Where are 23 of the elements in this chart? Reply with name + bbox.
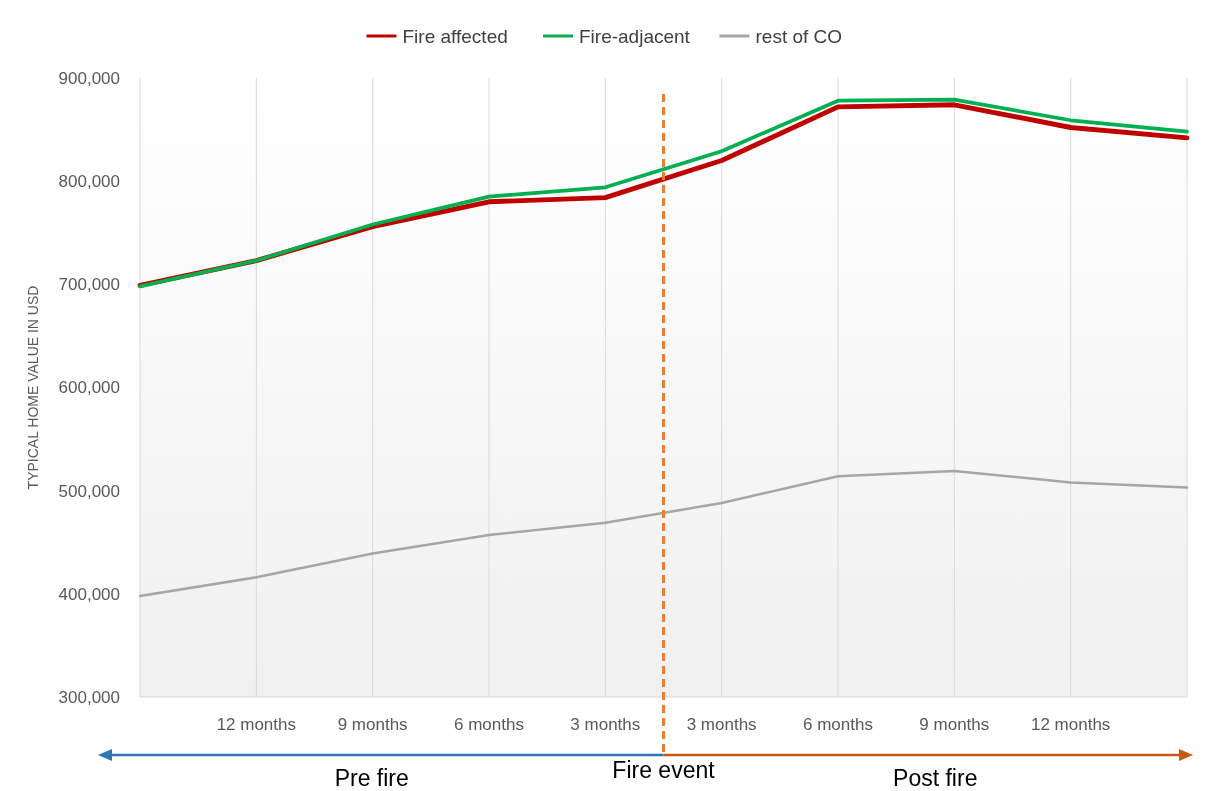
text: Pre fire <box>334 765 409 791</box>
x-tick-label: 12 months <box>1030 714 1111 734</box>
x-tick-label: 9 months <box>919 714 990 734</box>
legend-label: Fire affected <box>402 25 508 47</box>
y-tick-label: 400,000 <box>58 584 120 604</box>
y-tick-label: 500,000 <box>58 481 120 501</box>
y-tick-label: 600,000 <box>58 378 120 398</box>
x-tick-label: 6 months <box>454 714 524 734</box>
y-tick-label: 300,000 <box>58 687 120 707</box>
x-tick-label: 6 months <box>803 714 873 734</box>
line-series <box>138 469 1189 598</box>
x-tick-label: 9 months <box>337 714 408 734</box>
x-tick-label: 3 months <box>686 714 757 734</box>
text: Post fire <box>893 765 978 791</box>
legend-label: rest of CO <box>755 25 843 47</box>
x-tick-label: 3 months <box>570 714 641 734</box>
y-tick-label: 900,000 <box>58 68 120 88</box>
y-axis-title: TYPICAL HOME VALUE IN USD <box>25 285 41 490</box>
ref-line-label: Fire event <box>612 757 716 783</box>
y-tick-label: 800,000 <box>58 172 120 192</box>
legend-label: Fire-adjacent <box>579 25 691 47</box>
x-tick-label: 12 months <box>216 714 297 734</box>
y-tick-label: 700,000 <box>58 275 120 295</box>
